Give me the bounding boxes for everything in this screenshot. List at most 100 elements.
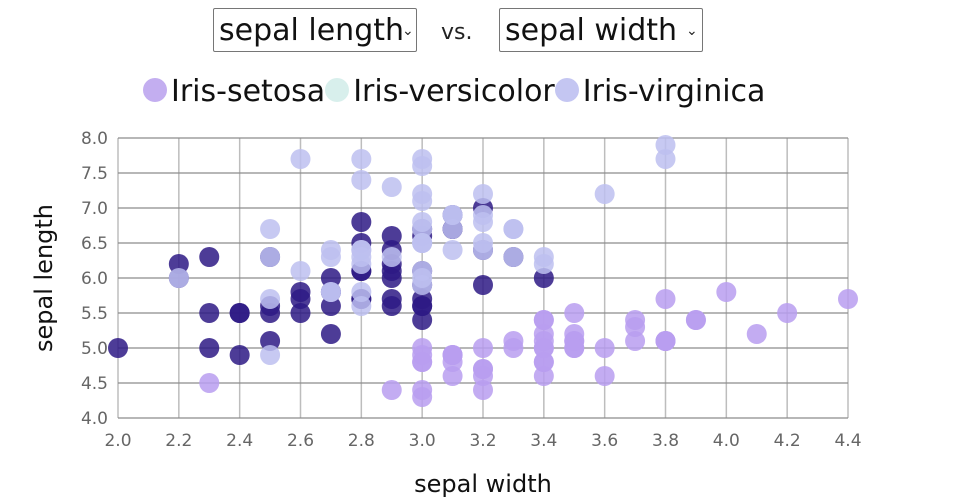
data-point[interactable]	[199, 303, 220, 323]
legend-item-virginica[interactable]: Iris-virginica	[554, 74, 766, 109]
data-point[interactable]	[473, 240, 493, 260]
legend-label: Iris-virginica	[582, 74, 766, 109]
data-point[interactable]	[199, 373, 220, 393]
x-tick-label: 3.6	[591, 431, 618, 451]
legend-item-versicolor[interactable]: Iris-versicolor	[325, 74, 555, 109]
data-point[interactable]	[838, 289, 858, 309]
data-point[interactable]	[442, 366, 463, 386]
data-point[interactable]	[260, 303, 281, 323]
data-point[interactable]	[412, 380, 433, 400]
data-point[interactable]	[442, 345, 463, 365]
data-point[interactable]	[442, 240, 463, 260]
data-point[interactable]	[655, 331, 676, 351]
data-point[interactable]	[351, 212, 372, 232]
data-point[interactable]	[473, 366, 493, 386]
data-point[interactable]	[746, 324, 767, 344]
data-point[interactable]	[168, 254, 189, 274]
data-point[interactable]	[229, 303, 250, 323]
data-point[interactable]	[351, 296, 372, 316]
data-point[interactable]	[260, 219, 281, 239]
data-point[interactable]	[351, 170, 372, 190]
data-point[interactable]	[229, 345, 250, 365]
y-tick-label: 5.5	[81, 304, 108, 324]
data-point[interactable]	[381, 247, 402, 267]
data-point[interactable]	[260, 289, 281, 309]
data-point[interactable]	[320, 324, 341, 344]
data-point[interactable]	[503, 247, 524, 267]
data-point[interactable]	[716, 282, 737, 302]
data-point[interactable]	[503, 219, 524, 239]
data-point[interactable]	[320, 268, 341, 288]
data-point[interactable]	[412, 310, 433, 330]
data-point[interactable]	[351, 149, 372, 169]
data-point[interactable]	[442, 205, 463, 225]
data-point[interactable]	[533, 331, 554, 351]
x-tick-label: 2.2	[165, 431, 192, 451]
data-point[interactable]	[533, 310, 554, 330]
data-point[interactable]	[381, 177, 402, 197]
legend-label: Iris-versicolor	[353, 74, 555, 109]
x-axis-select[interactable]: sepal width ⌄	[499, 8, 703, 52]
data-point[interactable]	[412, 149, 433, 169]
x-axis-ticks: 2.0 2.2 2.4 2.6 2.8 3.0 3.2 3.4 3.6 3.8 4.0 4.2 4.4	[104, 431, 861, 451]
data-point[interactable]	[320, 282, 341, 302]
data-point[interactable]	[655, 289, 676, 309]
data-point[interactable]	[533, 366, 554, 386]
data-point[interactable]	[108, 338, 128, 358]
data-point[interactable]	[260, 345, 281, 365]
data-point[interactable]	[320, 247, 341, 267]
data-point[interactable]	[290, 149, 311, 169]
y-axis-ticks: 4.0 4.5 5.0 5.5 6.0 6.5 7.0 7.5 8.0	[81, 129, 108, 429]
data-point[interactable]	[533, 268, 554, 288]
data-point[interactable]	[655, 149, 676, 169]
data-point[interactable]	[625, 317, 646, 337]
data-point[interactable]	[412, 275, 433, 295]
data-point[interactable]	[260, 247, 281, 267]
data-point[interactable]	[412, 289, 433, 309]
data-point[interactable]	[594, 366, 615, 386]
data-point[interactable]	[473, 184, 493, 204]
data-point[interactable]	[473, 380, 493, 400]
data-point[interactable]	[473, 212, 493, 232]
y-axis-select[interactable]: sepal length ⌄	[213, 8, 417, 52]
data-point[interactable]	[290, 282, 311, 302]
data-point[interactable]	[381, 268, 402, 288]
data-point[interactable]	[564, 324, 585, 344]
x-axis-select-value: sepal width	[505, 13, 678, 48]
x-tick-label: 3.0	[409, 431, 436, 451]
y-tick-label: 4.5	[81, 374, 108, 394]
data-point[interactable]	[503, 338, 524, 358]
data-point[interactable]	[381, 226, 402, 246]
data-point[interactable]	[412, 184, 433, 204]
data-point[interactable]	[685, 310, 706, 330]
data-point[interactable]	[260, 331, 281, 351]
data-point[interactable]	[290, 303, 311, 323]
legend-item-setosa[interactable]: Iris-setosa	[143, 74, 325, 109]
data-point[interactable]	[655, 135, 676, 155]
data-point[interactable]	[564, 338, 585, 358]
data-point[interactable]	[412, 338, 433, 358]
data-point[interactable]	[290, 261, 311, 281]
data-point[interactable]	[473, 338, 493, 358]
data-point[interactable]	[473, 275, 493, 295]
y-axis-title: sepal length	[30, 204, 58, 352]
data-point[interactable]	[320, 296, 341, 316]
data-point[interactable]	[381, 289, 402, 309]
data-point[interactable]	[381, 380, 402, 400]
data-point[interactable]	[594, 184, 615, 204]
data-point[interactable]	[777, 303, 798, 323]
data-point[interactable]	[625, 331, 646, 351]
data-point[interactable]	[412, 219, 433, 239]
data-point[interactable]	[533, 254, 554, 274]
data-point[interactable]	[412, 233, 433, 253]
data-point[interactable]	[594, 338, 615, 358]
data-point[interactable]	[533, 352, 554, 372]
data-point[interactable]	[412, 352, 433, 372]
data-point[interactable]	[199, 247, 220, 267]
data-point[interactable]	[199, 338, 220, 358]
data-point[interactable]	[351, 247, 372, 267]
data-point[interactable]	[564, 303, 585, 323]
data-point[interactable]	[442, 219, 463, 239]
data-point[interactable]	[168, 268, 189, 288]
data-point[interactable]	[351, 282, 372, 302]
